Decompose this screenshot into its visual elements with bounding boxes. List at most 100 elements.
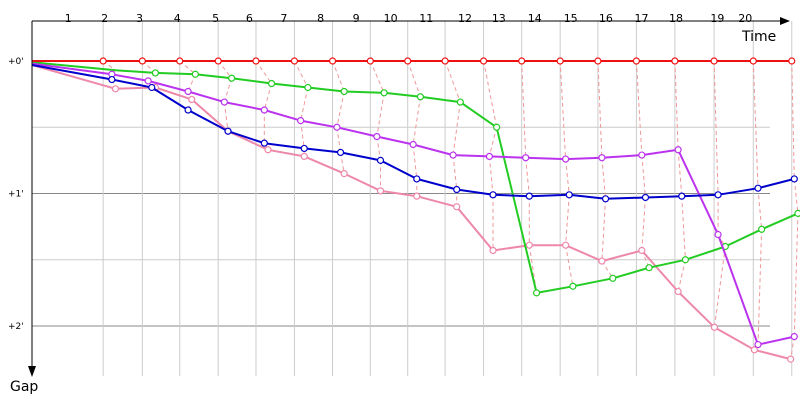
data-point-blue (714, 191, 722, 199)
data-point-pink (750, 346, 758, 354)
data-point-pink (562, 241, 570, 249)
data-point-green (340, 87, 348, 96)
lap-time-line (677, 149, 683, 197)
lap-label: 6 (246, 12, 253, 25)
series-line-green (31, 61, 799, 294)
lap-time-line (793, 213, 799, 337)
data-point-leader (214, 57, 222, 65)
y-axis-title: Gap (10, 379, 38, 395)
data-point-leader (328, 57, 337, 65)
data-point-green (758, 225, 766, 233)
lap-time-line (559, 60, 567, 160)
data-point-blue (525, 192, 533, 200)
data-point-green (191, 70, 199, 78)
y-axis-arrow (28, 366, 36, 377)
data-point-pink (710, 323, 719, 331)
lap-time-line (565, 245, 574, 287)
lap-label: 13 (492, 12, 506, 25)
data-point-green (228, 74, 236, 82)
data-point-green (645, 264, 653, 272)
lap-label: 4 (174, 12, 181, 25)
data-point-green (151, 69, 160, 77)
lap-time-line (444, 60, 461, 103)
data-point-purple (638, 151, 646, 159)
lap-time-line (641, 197, 646, 251)
data-point-green (456, 98, 464, 106)
series-layer (31, 57, 800, 363)
data-point-leader (556, 57, 564, 65)
lap-label: 3 (136, 12, 143, 25)
data-point-pink (376, 187, 385, 195)
data-point-blue (678, 192, 686, 200)
lap-time-line (597, 60, 603, 158)
lap-time-line (757, 188, 763, 230)
data-point-blue (184, 106, 192, 114)
lap-time-line (713, 246, 726, 328)
data-point-pink (413, 192, 421, 200)
lap-time-line (336, 127, 342, 153)
lap-label: 19 (710, 12, 724, 25)
data-point-blue (565, 191, 573, 199)
lap-label: 11 (419, 12, 433, 25)
data-point-purple (333, 123, 341, 131)
data-point-purple (373, 132, 381, 141)
data-point-green (609, 274, 617, 282)
data-point-green (493, 123, 501, 131)
data-point-purple (297, 117, 305, 125)
data-point-leader (632, 57, 640, 65)
data-point-green (794, 209, 800, 217)
data-point-purple (598, 154, 606, 162)
data-point-leader (788, 57, 796, 65)
data-point-green (380, 89, 388, 97)
data-point-leader (252, 57, 260, 65)
data-point-purple (409, 140, 417, 149)
data-point-green (267, 79, 276, 88)
lap-time-line (376, 136, 381, 161)
lap-label: 2 (101, 12, 108, 25)
lap-time-line (525, 157, 530, 197)
data-point-blue (224, 127, 232, 135)
data-point-purple (144, 77, 152, 85)
lap-time-line (793, 178, 799, 214)
data-point-pink (300, 152, 308, 160)
data-point-purple (754, 340, 762, 349)
lap-time-line (300, 120, 305, 149)
lap-label: 18 (669, 12, 683, 25)
series-line-pink (31, 64, 791, 361)
data-point-leader (138, 57, 146, 65)
lap-time-line (791, 60, 795, 179)
lap-time-line (601, 157, 607, 199)
data-point-pink (787, 355, 795, 363)
lap-time-line (757, 229, 763, 345)
data-point-leader (671, 57, 679, 65)
x-axis-arrow (780, 17, 790, 25)
lap-time-line (565, 194, 570, 246)
data-point-pink (525, 241, 533, 249)
lap-label: 10 (384, 12, 398, 25)
lap-time-line (635, 60, 643, 156)
data-point-blue (754, 184, 762, 192)
data-point-leader (441, 57, 449, 65)
lap-time-line (223, 78, 233, 103)
lap-label: 12 (458, 12, 472, 25)
data-point-leader (710, 57, 718, 65)
data-point-leader (749, 57, 757, 65)
x-axis-title: Time (741, 29, 776, 45)
lap-time-line (677, 259, 686, 292)
data-point-pink (489, 246, 497, 255)
lap-time-line (521, 60, 527, 158)
lap-time-line (452, 155, 458, 190)
lap-time-line (713, 60, 719, 195)
lap-time-line (412, 144, 418, 179)
data-point-pink (453, 203, 461, 211)
data-point-leader (404, 57, 412, 65)
lap-time-line (407, 60, 421, 97)
lap-time-line (263, 83, 273, 111)
data-point-leader (176, 57, 184, 65)
lap-label: 8 (317, 12, 324, 25)
data-point-blue (336, 148, 345, 157)
data-point-green (304, 83, 312, 92)
lap-labels: 1 2 3 4 5 6 7 8 9 10 11 12 13 14 15 16 17 18 19 20 (65, 12, 752, 25)
y-tick-label: +0' (8, 57, 24, 67)
